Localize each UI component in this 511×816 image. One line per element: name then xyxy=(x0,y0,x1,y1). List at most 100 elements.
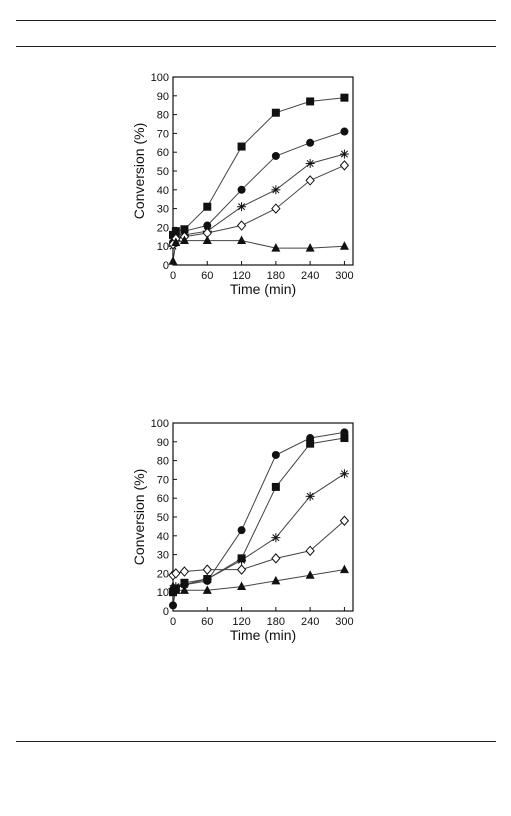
series-1-point xyxy=(271,450,280,459)
series-4-point xyxy=(171,568,181,579)
x-tick-label: 300 xyxy=(335,616,353,628)
series-3-line xyxy=(172,153,345,247)
series-4-point xyxy=(179,566,190,577)
series-4-point xyxy=(236,220,247,231)
conversion-chart-1: 0 10 20 30 40 50 60 70 80 90 100 0 60 120 180 240 300 Tim… xyxy=(131,72,354,297)
series-1-point xyxy=(171,227,180,236)
x-tick-label: 60 xyxy=(201,616,213,628)
series-2-point xyxy=(271,151,280,160)
series-2-point xyxy=(203,221,212,230)
y-tick-label: 20 xyxy=(157,222,169,234)
series-5-point xyxy=(271,243,281,252)
series-5-point xyxy=(168,256,178,265)
bottom-rule xyxy=(16,741,496,742)
top-rule xyxy=(16,20,496,21)
series-2-point xyxy=(306,138,315,147)
x-tick-label: 300 xyxy=(335,270,353,282)
series-4-point xyxy=(271,553,281,564)
y-tick-label: 80 xyxy=(157,456,169,468)
series-5-point xyxy=(237,581,247,591)
series-4-point xyxy=(305,545,315,557)
conversion-chart-2: 0 10 20 30 40 50 60 70 80 90 100 0 60 120 180 240 300 Tim… xyxy=(131,418,354,643)
series-5-point xyxy=(171,237,181,246)
series-2-point xyxy=(271,482,280,491)
series-4-point xyxy=(202,564,212,575)
x-tick-label: 0 xyxy=(170,270,176,282)
y-tick-label: 50 xyxy=(157,166,169,178)
series-3-point xyxy=(339,149,349,159)
series-2-point xyxy=(306,439,315,448)
y-tick-label: 70 xyxy=(157,128,169,140)
series-3-point xyxy=(237,555,247,565)
series-3-point xyxy=(305,158,315,168)
series-1-point xyxy=(306,97,315,106)
y-tick-label: 0 xyxy=(163,606,169,618)
y-tick-label: 30 xyxy=(157,550,169,562)
series-2-point xyxy=(237,185,246,194)
y-axis-title: Conversion (%) xyxy=(131,123,147,219)
series-3-point xyxy=(237,202,247,212)
y-tick-label: 50 xyxy=(157,512,169,524)
series-1-point xyxy=(340,93,349,102)
series-4-point xyxy=(339,160,350,171)
x-tick-label: 240 xyxy=(301,270,319,282)
series-4-line xyxy=(172,520,345,576)
series-1-point xyxy=(237,142,246,151)
y-tick-label: 90 xyxy=(157,91,169,103)
y-tick-label: 20 xyxy=(157,568,169,580)
series-5-point xyxy=(179,585,189,594)
series-3-point xyxy=(271,185,281,195)
series-2-point xyxy=(340,127,349,136)
series-5-point xyxy=(305,570,315,579)
x-tick-label: 120 xyxy=(232,616,250,628)
series-5-point xyxy=(202,235,212,245)
series-5-point xyxy=(271,575,281,585)
series-5-line xyxy=(172,240,345,262)
y-tick-label: 70 xyxy=(157,474,169,486)
y-tick-label: 10 xyxy=(157,241,169,253)
series-1-point xyxy=(169,601,177,610)
series-3-point xyxy=(271,533,281,543)
x-tick-label: 0 xyxy=(170,616,176,628)
series-3-point xyxy=(305,491,315,501)
x-axis-title: Time (min) xyxy=(230,281,296,297)
series-5-point xyxy=(339,241,349,250)
series-1-point xyxy=(271,108,280,117)
y-tick-label: 10 xyxy=(157,587,169,599)
series-5-point xyxy=(305,243,315,252)
x-tick-label: 240 xyxy=(301,616,319,628)
x-tick-label: 120 xyxy=(232,270,250,282)
series-1-point xyxy=(237,526,246,535)
series-4-point xyxy=(236,564,247,575)
series-5-point xyxy=(171,585,181,594)
y-tick-label: 100 xyxy=(151,72,169,84)
y-tick-label: 40 xyxy=(157,531,169,543)
series-2-line xyxy=(172,131,345,243)
y-tick-label: 0 xyxy=(163,260,169,272)
series-4-point xyxy=(305,175,315,186)
x-tick-label: 60 xyxy=(201,270,213,282)
x-axis-title: Time (min) xyxy=(230,627,296,643)
x-tick-label: 180 xyxy=(267,616,285,628)
series-1-point xyxy=(203,202,212,211)
y-tick-label: 60 xyxy=(157,493,169,505)
y-tick-label: 40 xyxy=(157,185,169,197)
y-axis-title: Conversion (%) xyxy=(131,469,147,565)
series-1-line xyxy=(172,97,345,236)
series-3-point xyxy=(339,469,349,479)
x-tick-label: 180 xyxy=(267,270,285,282)
series-2-line xyxy=(172,437,345,593)
y-tick-label: 100 xyxy=(151,418,169,430)
series-5-point xyxy=(339,564,349,574)
series-4-point xyxy=(339,515,350,527)
y-tick-label: 90 xyxy=(157,437,169,449)
y-tick-label: 80 xyxy=(157,110,169,122)
series-1-line xyxy=(172,431,345,606)
series-3-point xyxy=(202,574,212,584)
series-5-point xyxy=(179,235,189,245)
plot-frame xyxy=(172,76,354,266)
series-2-point xyxy=(340,434,349,443)
series-4-point xyxy=(271,203,281,214)
y-tick-label: 30 xyxy=(157,204,169,216)
series-3-line xyxy=(172,473,345,589)
